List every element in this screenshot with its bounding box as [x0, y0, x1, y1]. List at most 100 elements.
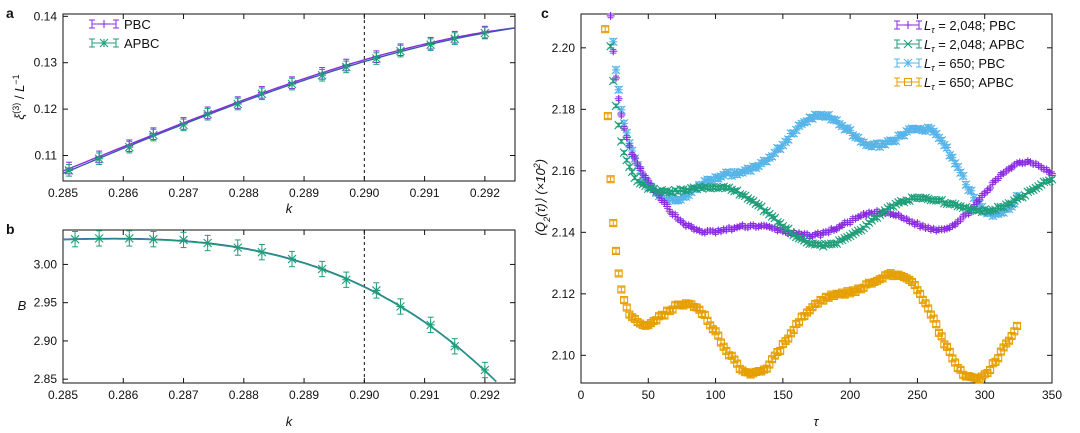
x-axis-label-c: τ [814, 414, 820, 429]
point-b-9 [317, 264, 327, 274]
y-axis-label-a-sup: (3) [11, 103, 21, 114]
point-c-3-6 [617, 285, 626, 294]
point-c-3-28 [676, 300, 685, 309]
series-c-3 [601, 25, 1022, 384]
point-a-1-11 [371, 54, 381, 63]
panel-label-c: c [541, 5, 549, 21]
errorbar-c-3-6 [618, 286, 625, 293]
errorbar-c-3-3 [610, 220, 617, 226]
point-c-3-44 [719, 342, 728, 351]
point-c-1-111 [902, 196, 912, 206]
point-a-1-6 [233, 99, 243, 109]
point-c-1-84 [829, 239, 839, 249]
a-ytick-label-1: 0.12 [34, 102, 58, 116]
point-b-4 [179, 235, 188, 245]
point-c-3-153 [1012, 321, 1022, 330]
c-xtick-label-2: 100 [706, 388, 726, 402]
point-c-3-49 [733, 359, 742, 368]
c-ytick-label-3: 2.16 [552, 164, 576, 178]
point-c-0-5 [617, 110, 626, 119]
legend-c-label-3: Lτ = 650; APBC [924, 75, 1014, 92]
point-c-2-131 [958, 171, 968, 181]
legend-a-marker-0 [100, 20, 108, 28]
point-c-3-43 [716, 338, 726, 347]
fit-curves-b [62, 237, 497, 383]
x-axis-label-b: k [286, 414, 294, 429]
a-xtick-label-2: 0.287 [169, 186, 199, 200]
a-ytick-label-2: 0.13 [34, 56, 58, 70]
legend-c-label-0: Lτ = 2,048; PBC [924, 18, 1016, 35]
point-c-1-123 [934, 196, 944, 205]
point-c-0-1 [606, 11, 615, 20]
point-c-2-121 [931, 129, 941, 139]
point-c-0-10 [630, 153, 639, 162]
legend-c-label-1: Lτ = 2,048; APBC [924, 37, 1025, 54]
errorbar-c-3-146 [995, 355, 1002, 362]
c-xtick-label-3: 150 [773, 388, 793, 402]
series-c-0 [606, 11, 1056, 241]
point-a-1-0 [64, 165, 74, 175]
errorbar-c-3-8 [623, 304, 630, 311]
point-b-10 [341, 275, 351, 285]
c-ytick-label-4: 2.18 [552, 102, 576, 116]
point-c-2-134 [966, 186, 976, 196]
point-b-14 [450, 341, 460, 351]
legend-a-marker-1 [99, 38, 109, 48]
point-b-12 [396, 302, 405, 311]
legend-c-cap-right-1 [916, 39, 922, 49]
y-axis-label-c-tau: (τ)⟩ (×10 [533, 168, 548, 217]
legend-c-label-sub-1: τ [931, 44, 935, 54]
b-xtick-label-5: 0.290 [349, 388, 379, 402]
legend-c-label-main-2: L [924, 56, 931, 71]
point-c-1-3 [611, 101, 621, 111]
b-xtick-label-7: 0.292 [470, 388, 500, 402]
point-c-1-5 [616, 136, 626, 146]
c-xtick-label-0: 0 [578, 388, 585, 402]
point-c-3-22 [660, 311, 669, 320]
legend-c-cap-right-3 [916, 77, 922, 87]
point-b-7 [257, 247, 267, 257]
y-axis-label-a-mid: / [12, 92, 27, 103]
point-c-3-106 [886, 269, 895, 278]
data-points-a [64, 25, 490, 177]
errorbar-c-3-38 [704, 318, 711, 324]
point-c-2-125 [942, 143, 952, 152]
c-ytick-label-5: 2.20 [552, 41, 576, 55]
legend-a-cap-right-0 [113, 19, 119, 29]
c-xtick-label-7: 350 [1042, 388, 1062, 402]
ticks-c: 0 50 100 150 200 250 300 350 2.10 2.12 2.14 2.16 2.1… [552, 14, 1062, 402]
legend-c-label-rest-2: = 650; PBC [935, 56, 1005, 71]
point-c-3-132 [956, 365, 965, 374]
y-axis-label-c-close: ) [533, 159, 548, 165]
y-axis-label-c-exp: 2 [532, 163, 542, 169]
point-c-0-8 [625, 141, 634, 150]
legend-a-cap-left-1 [89, 38, 95, 48]
point-c-2-3 [614, 85, 624, 95]
point-c-0-7 [622, 133, 631, 142]
errorbar-c-3-42 [715, 332, 722, 339]
point-c-3-68 [784, 334, 793, 343]
point-c-3-115 [910, 281, 919, 290]
point-c-1-143 [988, 205, 998, 215]
point-a-1-1 [94, 154, 104, 164]
series-c-1 [606, 41, 1057, 251]
point-a-1-5 [203, 109, 213, 119]
point-b-2 [124, 234, 134, 243]
plot-frame-a [62, 13, 516, 182]
point-b-0 [70, 234, 80, 244]
point-a-1-8 [287, 79, 297, 89]
point-c-3-78 [811, 299, 820, 309]
point-c-3-127 [942, 342, 952, 351]
c-ytick-label-1: 2.12 [552, 287, 576, 301]
errorbar-c-3-2 [607, 176, 614, 183]
fit-curve-b-0 [62, 237, 497, 382]
point-c-3-25 [668, 305, 677, 314]
point-c-1-1 [606, 41, 615, 51]
legend-c-label-main-1: L [924, 37, 931, 52]
point-c-3-150 [1004, 336, 1013, 345]
panel-label-a: a [6, 5, 14, 21]
legend-c-cap-left-0 [894, 20, 900, 30]
legend-a-cap-left-0 [89, 19, 95, 29]
b-ytick-label-3: 3.00 [34, 257, 58, 271]
